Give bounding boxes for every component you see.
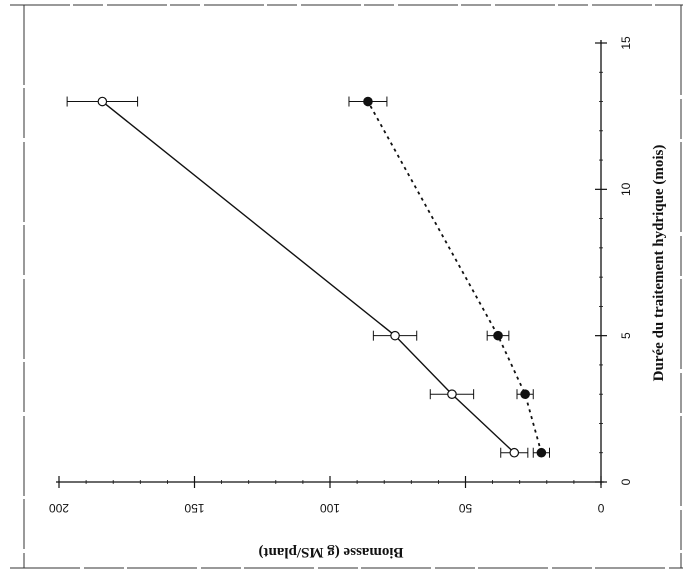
y-axis-title: Biomasse (g MS/plant): [258, 544, 403, 560]
y-tick-label: 100: [320, 501, 340, 515]
series-group: [66, 96, 551, 458]
y-tick-label: 150: [184, 501, 204, 515]
data-point-open: [447, 389, 457, 399]
x-tick-label: 5: [619, 332, 633, 339]
x-tick-label: 10: [619, 182, 633, 196]
y-tick-label: 50: [459, 501, 473, 515]
data-point-open: [509, 447, 520, 458]
series-dotted-line: [367, 101, 543, 453]
data-point-open: [97, 96, 108, 107]
x-tick-label: 0: [619, 478, 633, 485]
data-point-filled: [520, 389, 530, 399]
data-point-filled: [536, 447, 547, 458]
x-axis-title: Durée du traitement hydrique (mois): [651, 145, 667, 382]
data-point-filled: [493, 330, 503, 341]
series-solid-line: [101, 100, 515, 454]
x-tick-label: 15: [619, 36, 633, 50]
data-point-filled: [363, 96, 373, 107]
data-point-open: [390, 330, 400, 341]
y-tick-label: 200: [49, 501, 69, 515]
y-tick-label: 0: [597, 501, 604, 515]
